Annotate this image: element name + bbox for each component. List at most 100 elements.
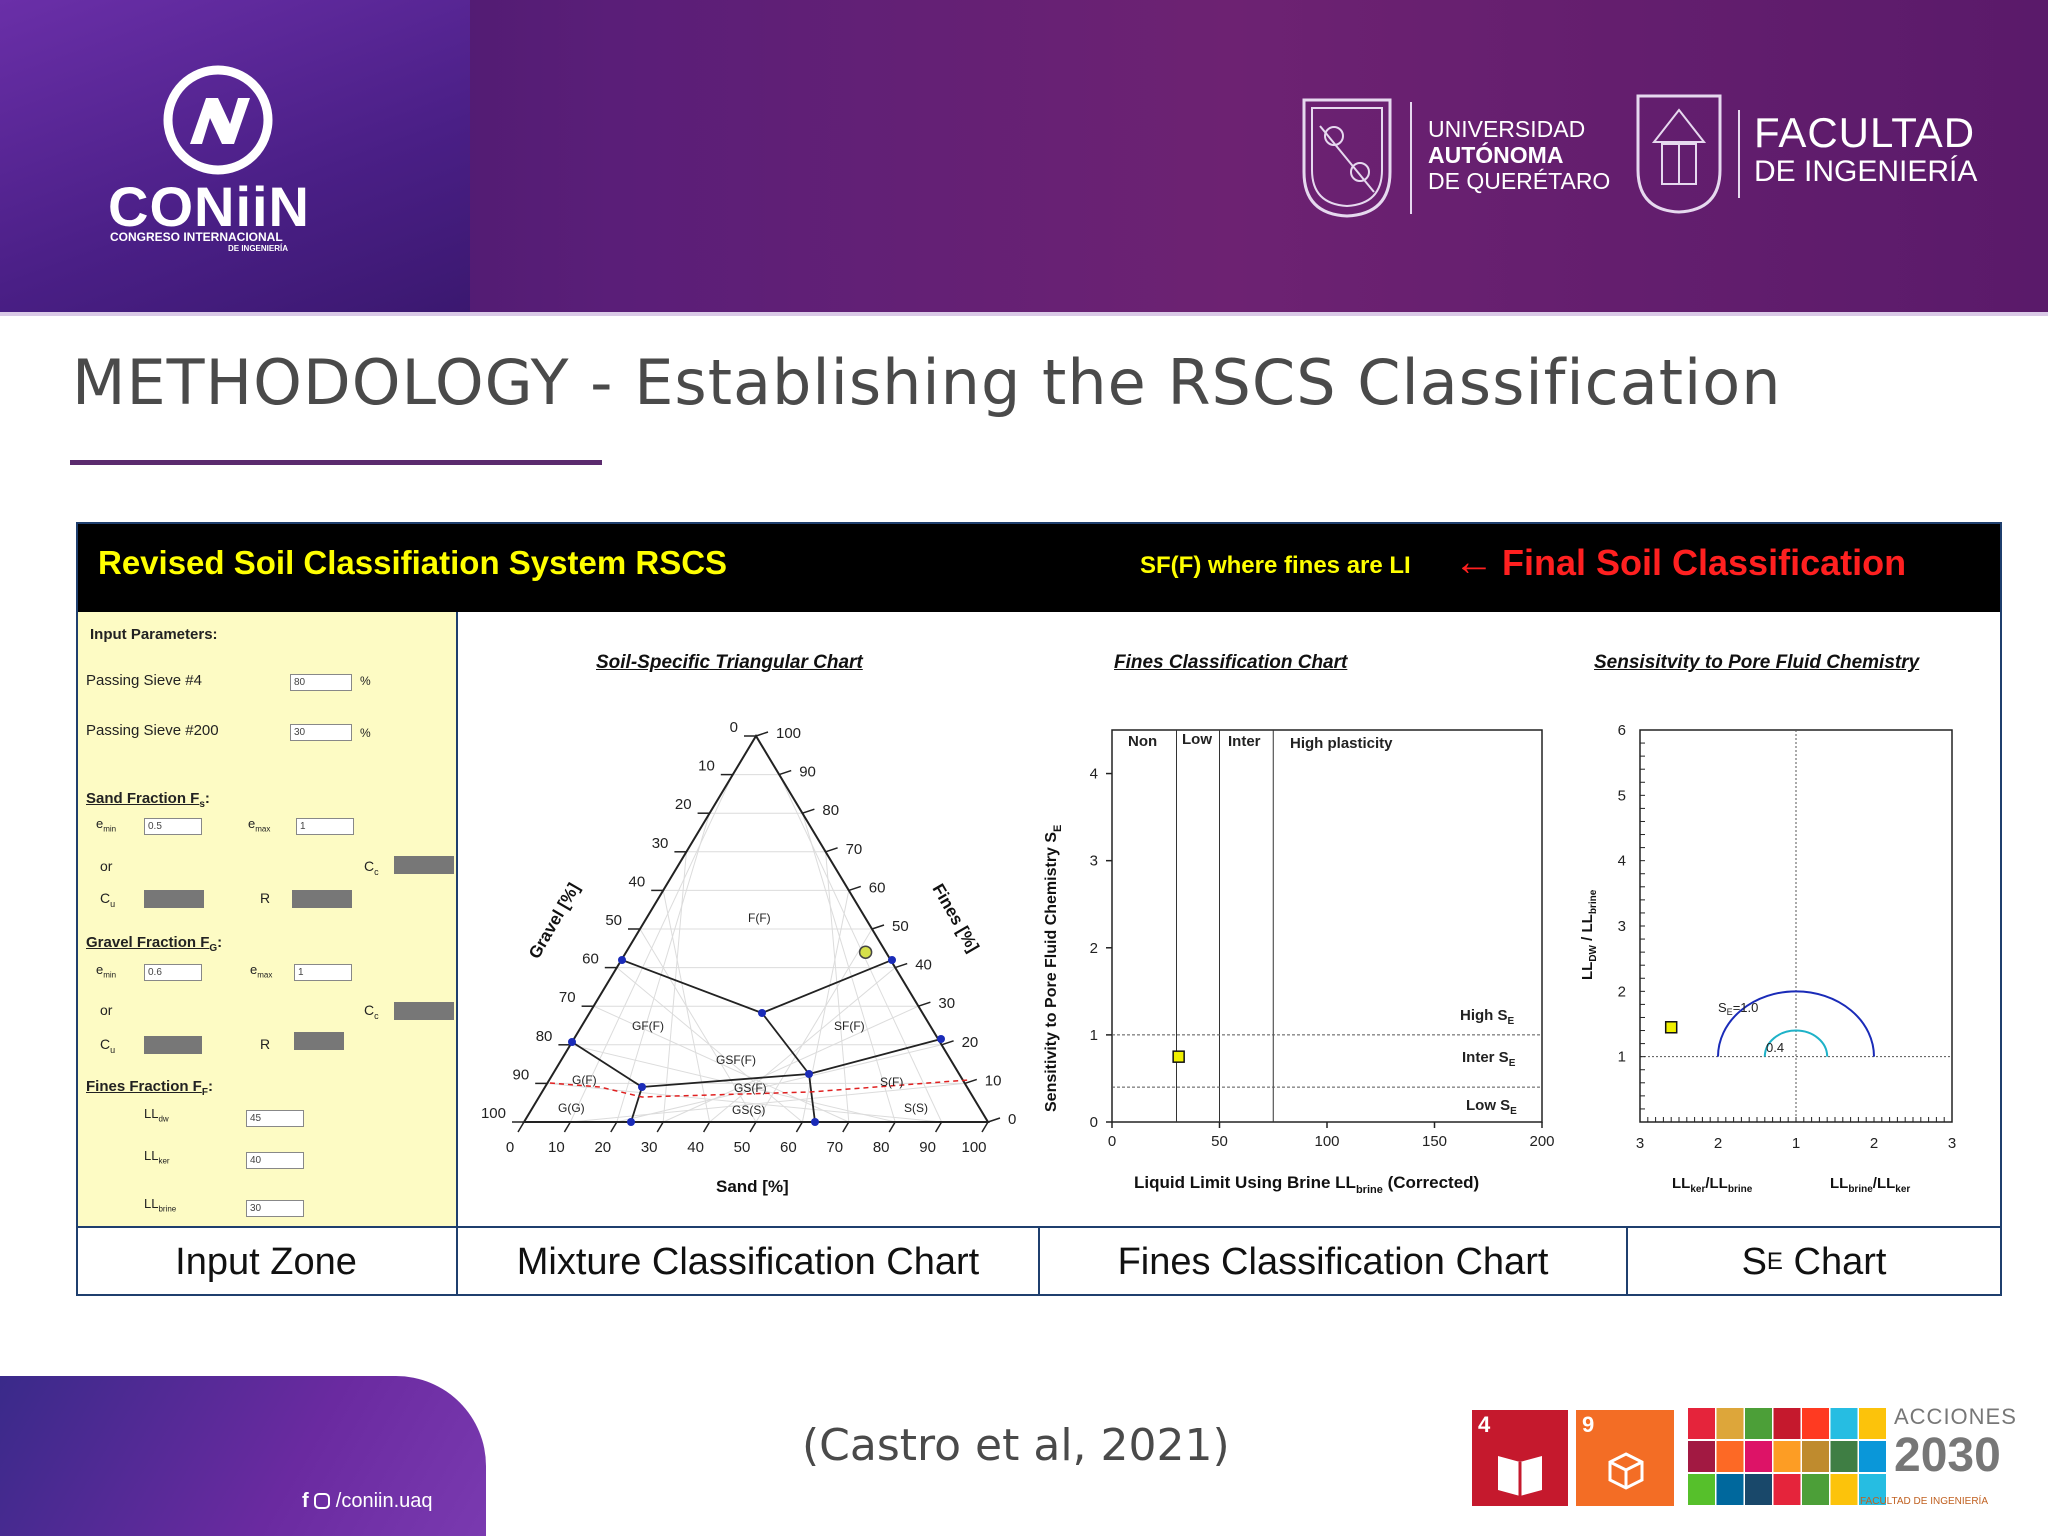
gravel-cu-sub: u (110, 1044, 116, 1055)
tri-right-tick-label: 30 (938, 995, 955, 1012)
sand-emin-input[interactable]: 0.5 (144, 818, 202, 835)
sdg-tile (1802, 1474, 1829, 1505)
gravel-emax-label: emax (250, 962, 272, 980)
gravel-r-label: R (260, 1036, 271, 1052)
sand-cu-label: Cu (100, 890, 115, 909)
tri-right-tick-label: 70 (846, 841, 863, 858)
se-inner-label: 0.4 (1766, 1040, 1784, 1055)
sieve4-input[interactable]: 80 (290, 674, 352, 691)
sdg-tile (1859, 1441, 1886, 1472)
fines-classification-chart: 0 50 100 150 200 0 1 2 3 4 Non Low Inter High pla… (1043, 729, 1555, 1196)
tri-left-tick-label: 70 (559, 989, 576, 1006)
tri-bottom-tick (563, 1121, 572, 1133)
tri-right-tick-label: 0 (1008, 1111, 1016, 1128)
sand-cu-field[interactable] (144, 890, 204, 908)
fines-data-point (1172, 1050, 1185, 1063)
tri-right-tick-label: 40 (915, 957, 932, 974)
sand-emax-sub: max (255, 824, 271, 834)
tri-right-tick (987, 1117, 1001, 1123)
fines-x-tick-label: 100 (1314, 1133, 1339, 1150)
se-y-tick-label: 6 (1618, 722, 1626, 739)
tri-bottom-tick-label: 90 (919, 1139, 936, 1156)
facultad-divider (1738, 110, 1740, 198)
sand-r-field[interactable] (292, 890, 352, 908)
sand-emin-sub: min (103, 824, 117, 834)
se-reference-lines (1640, 730, 1952, 1122)
sdg-tile (1773, 1474, 1801, 1505)
fines-x-tick-label: 50 (1211, 1133, 1228, 1150)
tri-left-tick-label: 0 (730, 719, 738, 736)
gravel-fraction-heading: Gravel Fraction FG: (86, 934, 223, 954)
region-gs-f: GS(F) (734, 1081, 767, 1095)
title-underline (70, 460, 602, 465)
sand-cc-field[interactable] (394, 856, 454, 874)
gravel-cc-field[interactable] (394, 1002, 454, 1020)
sand-r-label: R (260, 890, 271, 906)
acciones-year: 2030 (1894, 1429, 2001, 1482)
tri-left-tick-label: 20 (675, 796, 692, 813)
sieve200-input[interactable]: 30 (290, 724, 352, 741)
sieve200-label: Passing Sieve #200 (86, 722, 219, 739)
tri-left-tick-label: 40 (629, 873, 646, 890)
coniin-logo-panel: CONiiN CONGRESO INTERNACIONAL DE INGENIE… (0, 0, 470, 312)
tri-right-tick (778, 769, 792, 776)
sdg-tile (1802, 1441, 1829, 1472)
gravel-emax-input[interactable]: 1 (294, 964, 352, 981)
gravel-emin-label: emin (96, 962, 116, 980)
sdg-tile (1688, 1474, 1715, 1505)
tri-grid-line (593, 1005, 850, 1123)
triangular-data-point (858, 945, 873, 959)
fines-y-tick-label: 3 (1090, 853, 1098, 870)
triangular-gravel-label: Gravel [%] (525, 880, 584, 962)
sand-emax-input[interactable]: 1 (296, 818, 354, 835)
sdg-4-badge: 4 (1472, 1410, 1568, 1506)
footer-decoration: f /coniin.uaq (0, 1376, 486, 1536)
tri-grid-line (616, 967, 803, 1123)
gravel-cc-sub: c (374, 1010, 379, 1021)
gravel-cu-field[interactable] (144, 1036, 202, 1054)
uaq-line-1: UNIVERSIDAD (1428, 116, 1586, 142)
region-gs-s: GS(S) (732, 1103, 765, 1117)
tri-right-tick (755, 731, 769, 737)
llbrine-input[interactable]: 30 (246, 1200, 304, 1217)
llker-ll: LL (144, 1148, 159, 1163)
se-x-tick-label: 2 (1870, 1135, 1878, 1152)
tri-bottom-tick-label: 80 (873, 1139, 890, 1156)
tri-left-tick-label: 10 (698, 758, 715, 775)
tri-grid-line (639, 928, 757, 1123)
social-handle[interactable]: /coniin.uaq (335, 1490, 433, 1512)
fines-x-tick-label: 150 (1422, 1133, 1447, 1150)
sand-fraction-heading: Sand Fraction Fs: (86, 790, 210, 810)
page-title: METHODOLOGY - Establishing the RSCS Clas… (72, 346, 1782, 419)
gravel-emin-input[interactable]: 0.6 (144, 964, 202, 981)
book-icon (1498, 1456, 1542, 1496)
se-outer-arc (1717, 990, 1875, 1057)
boundary-nodes (568, 956, 945, 1126)
acciones-label: ACCIONES (1894, 1404, 2017, 1429)
lldw-input[interactable]: 45 (246, 1110, 304, 1127)
facebook-icon[interactable]: f (302, 1490, 309, 1512)
region-s-s: S(S) (904, 1101, 928, 1115)
zone-inter: Inter (1228, 733, 1261, 750)
region-gf-f: GF(F) (632, 1019, 664, 1033)
sdg-tile (1830, 1474, 1858, 1505)
llker-input[interactable]: 40 (246, 1152, 304, 1169)
sieve200-unit: % (360, 726, 371, 740)
triangular-fines-label: Fines [%] (929, 881, 983, 956)
instagram-icon[interactable] (314, 1493, 331, 1509)
zone-non: Non (1128, 733, 1157, 750)
tri-bottom-tick-label: 10 (548, 1139, 565, 1156)
gravel-heading-sub: G (209, 943, 218, 954)
gravel-heading-text: Gravel Fraction F (86, 934, 210, 951)
sand-cc-label: Cc (364, 858, 379, 877)
uaq-line-3: DE QUERÉTARO (1428, 168, 1611, 194)
sdg-9-badge: 9 (1576, 1410, 1674, 1506)
faculty-small-label: FACULTAD DE INGENIERÍA (1860, 1496, 1988, 1507)
llker-label: LLker (144, 1148, 170, 1166)
left-arrow-icon: ← (1454, 540, 1494, 584)
social-icons[interactable]: f /coniin.uaq (302, 1490, 433, 1513)
sand-emin-e: e (96, 816, 104, 831)
gravel-emin-e: e (96, 962, 104, 977)
gravel-r-field[interactable] (294, 1032, 344, 1050)
